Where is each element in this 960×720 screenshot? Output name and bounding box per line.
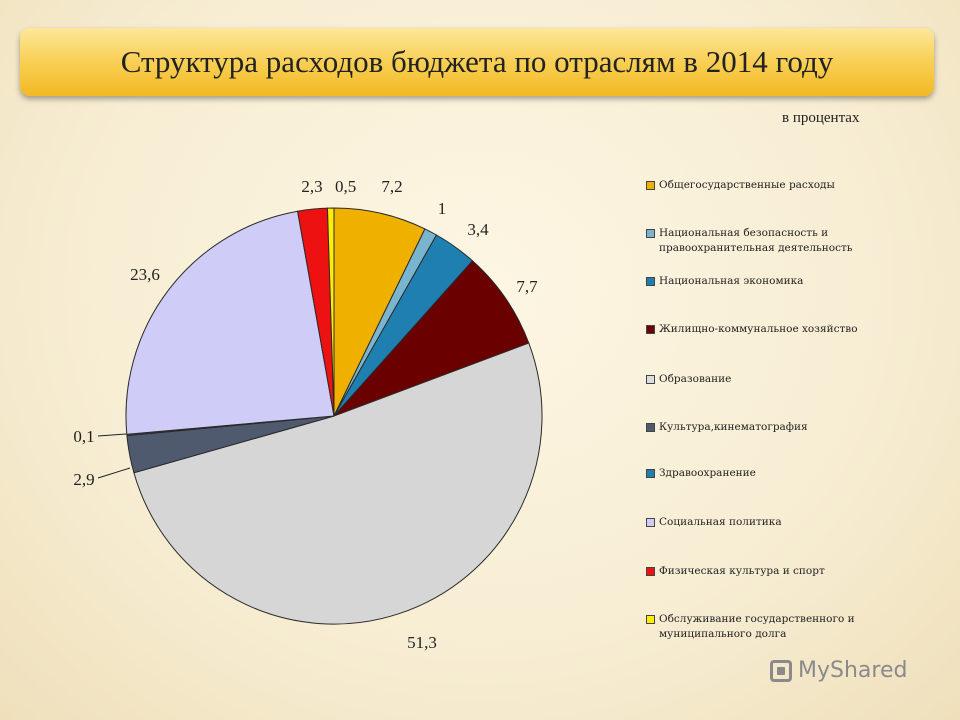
legend-item-3: Национальная экономика [646, 274, 859, 289]
legend-swatch-1 [646, 181, 655, 190]
legend-item-4: Жилищно-коммунальное хозяйство [646, 322, 859, 337]
legend-item-2: Национальная безопасность и правоохранит… [646, 226, 859, 256]
legend-swatch-8 [646, 518, 655, 527]
legend-swatch-5 [646, 375, 655, 384]
data-label-6: 2,9 [73, 470, 94, 489]
data-label-4: 7,7 [516, 277, 538, 296]
legend-label-1: Общегосударственные расходы [659, 179, 835, 191]
pie-slice-10 [326, 207, 335, 417]
legend-swatch-7 [646, 469, 655, 478]
data-label-8: 23,6 [130, 265, 160, 284]
legend-label-7: Здравоохранение [659, 467, 756, 479]
data-label-9: 2,3 [301, 177, 322, 196]
watermark-text: MyShared [798, 658, 908, 683]
pie-slice-8 [125, 210, 335, 435]
legend-swatch-3 [646, 277, 655, 286]
data-label-7: 0,1 [73, 427, 94, 446]
data-label-2: 1 [438, 199, 447, 218]
legend-swatch-6 [646, 423, 655, 432]
legend-label-3: Национальная экономика [659, 275, 804, 287]
legend-item-7: Здравоохранение [646, 466, 859, 481]
data-label-3: 3,4 [467, 220, 489, 239]
legend-label-6: Культура,кинематография [659, 421, 808, 433]
watermark: MyShared [770, 658, 907, 683]
legend-item-1: Общегосударственные расходы [646, 178, 859, 193]
legend-item-6: Культура,кинематография [646, 420, 859, 435]
legend-swatch-2 [646, 229, 655, 238]
legend-swatch-4 [646, 325, 655, 334]
leader-line-7 [97, 433, 127, 437]
legend-item-10: Обслуживание государственного и муниципа… [646, 612, 859, 642]
chart-title: Структура расходов бюджета по отраслям в… [120, 44, 834, 79]
units-note: в процентах [782, 110, 860, 126]
pie-slice-4 [333, 260, 530, 417]
myshared-logo-icon [770, 659, 792, 682]
data-label-1: 7,2 [381, 177, 402, 196]
data-label-10: 0,5 [335, 177, 356, 196]
legend-label-8: Социальная политика [659, 516, 782, 528]
legend-label-10: Обслуживание государственного и муниципа… [659, 613, 855, 640]
legend-item-5: Образование [646, 372, 859, 387]
leader-line-6 [97, 467, 131, 479]
data-label-5: 51,3 [407, 633, 437, 652]
legend-item-8: Социальная политика [646, 515, 859, 530]
legend-label-5: Образование [659, 373, 732, 385]
legend-label-2: Национальная безопасность и правоохранит… [659, 227, 853, 254]
legend-swatch-9 [646, 567, 655, 576]
pie-slice-5 [133, 342, 543, 625]
legend-label-9: Физическая культура и спорт [659, 565, 825, 577]
legend-item-9: Физическая культура и спорт [646, 564, 859, 579]
title-banner: Структура расходов бюджета по отраслям в… [20, 28, 934, 96]
legend-label-4: Жилищно-коммунальное хозяйство [659, 323, 858, 335]
legend-swatch-10 [646, 615, 655, 624]
